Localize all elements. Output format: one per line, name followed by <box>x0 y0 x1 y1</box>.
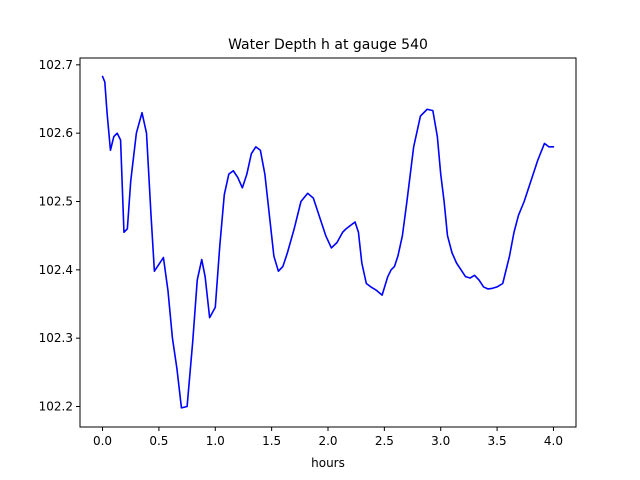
y-tick-label: 102.2 <box>39 400 73 414</box>
x-tick-label: 1.5 <box>262 434 281 448</box>
y-tick-label: 102.3 <box>39 331 73 345</box>
x-axis: 0.0 0.5 1.0 1.5 2.0 2.5 3.0 3.5 4.0 <box>93 427 563 448</box>
y-tick-label: 102.6 <box>39 126 73 140</box>
x-tick-label: 4.0 <box>544 434 563 448</box>
y-tick-label: 102.4 <box>39 263 73 277</box>
x-axis-label: hours <box>311 456 345 470</box>
x-tick-label: 1.0 <box>206 434 225 448</box>
x-tick-label: 3.0 <box>431 434 450 448</box>
y-axis: 102.2 102.3 102.4 102.5 102.6 102.7 <box>39 58 80 414</box>
y-tick-label: 102.7 <box>39 58 73 72</box>
x-tick-label: 3.5 <box>488 434 507 448</box>
chart-title: Water Depth h at gauge 540 <box>228 37 428 53</box>
x-tick-label: 0.5 <box>149 434 168 448</box>
x-tick-label: 0.0 <box>93 434 112 448</box>
y-tick-label: 102.5 <box>39 195 73 209</box>
x-tick-label: 2.5 <box>375 434 394 448</box>
series-line-0 <box>101 75 555 409</box>
x-tick-label: 2.0 <box>318 434 337 448</box>
